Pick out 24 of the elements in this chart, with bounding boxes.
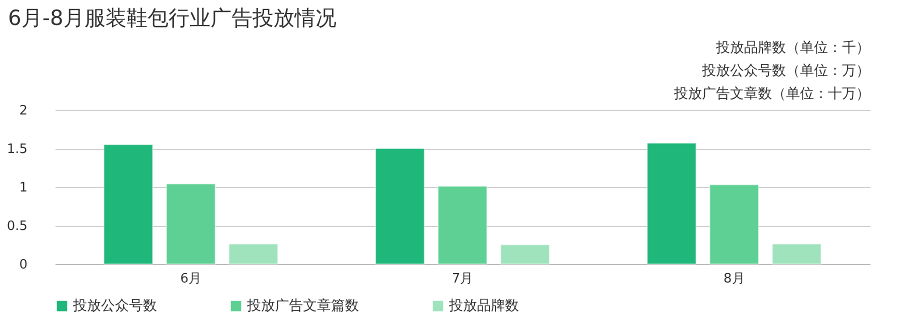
y-tick-label: 1 — [19, 180, 28, 196]
bar — [228, 243, 278, 264]
y-tick-label: 0.5 — [6, 219, 28, 234]
y-tick-label: 2 — [19, 104, 28, 118]
legend-label: 投放广告文章篇数 — [246, 298, 359, 314]
text: 投放品牌数（单位：千） — [715, 40, 870, 56]
text: 投放公众号数（单位：万） — [701, 63, 870, 79]
bar — [646, 142, 697, 264]
y-tick-label: 0 — [19, 258, 28, 272]
bar — [375, 148, 425, 264]
text: 投放广告文章数（单位：十万） — [673, 86, 870, 102]
x-tick-label: 8月 — [724, 272, 745, 286]
bar — [438, 186, 488, 264]
legend-label: 投放品牌数 — [448, 298, 519, 314]
legend-label: 投放公众号数 — [72, 298, 157, 314]
y-tick-label: 1.5 — [6, 142, 28, 157]
x-tick-label: 6月 — [180, 272, 202, 286]
bar — [166, 183, 216, 264]
x-tick-label: 7月 — [452, 272, 474, 286]
bar — [709, 184, 760, 264]
bar — [500, 244, 550, 264]
bar — [103, 144, 154, 264]
bar — [772, 243, 822, 264]
chart-title: 6月-8月服装鞋包行业广告投放情况 — [8, 6, 336, 30]
